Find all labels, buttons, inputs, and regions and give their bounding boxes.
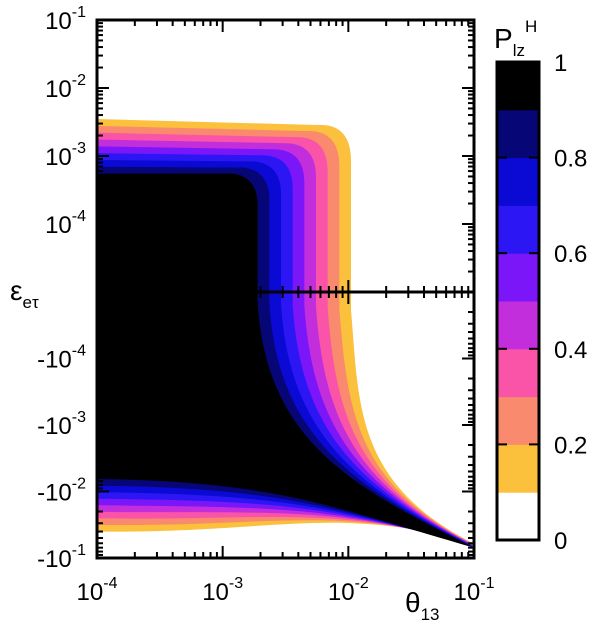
plot-area	[97, 119, 474, 548]
colorbar-segment	[497, 157, 539, 206]
axis-labels: εeτ θ13 PlzH	[10, 17, 537, 623]
colorbar-tick-label: 0	[554, 528, 567, 555]
x-tick-label: 10-1	[454, 575, 495, 606]
x-axis-label-sub: 13	[421, 605, 440, 623]
colorbar-title-sub: lz	[513, 41, 525, 60]
colorbar-segment	[497, 301, 539, 350]
colorbar-tick-label: 0.2	[554, 432, 587, 459]
colorbar-segment	[497, 348, 539, 398]
colorbar-title-sup: H	[525, 17, 537, 36]
colorbar-title: PlzH	[494, 17, 537, 60]
y-tick-label: -10-3	[37, 409, 86, 440]
colorbar-tick-label: 0.8	[554, 146, 587, 173]
y-tick-label: 10-2	[45, 72, 86, 103]
colorbar-tick-label: 1	[554, 50, 567, 77]
y-tick-label: -10-1	[37, 542, 86, 573]
colorbar-segment	[497, 109, 539, 159]
y-tick-label: -10-4	[37, 343, 86, 374]
colorbar-frame	[495, 60, 541, 542]
colorbar-tick-label: 0.4	[554, 337, 587, 364]
colorbar-title-base: P	[494, 23, 513, 54]
y-tick-label: 10-4	[45, 208, 86, 239]
axes: 10-4 10-3 10-2 10-1 10-1 10-2 10-3 10-4 -10-4 -10…	[37, 4, 494, 606]
y-axis-label: εeτ	[10, 275, 39, 312]
colorbar: 1 0.8 0.6 0.4 0.2 0	[495, 50, 587, 555]
colorbar-segment	[497, 396, 539, 445]
x-axis-label-base: θ	[405, 587, 421, 618]
y-tick-label: 10-1	[45, 4, 86, 35]
colorbar-segment	[497, 444, 539, 493]
colorbar-tick-label: 0.6	[554, 241, 587, 268]
colorbar-segment	[497, 492, 539, 541]
colorbar-segment	[497, 205, 539, 254]
y-axis-label-sub: eτ	[22, 293, 38, 312]
y-tick-label: 10-3	[45, 140, 86, 171]
y-tick-label: -10-2	[37, 476, 86, 507]
x-tick-label: 10-4	[77, 575, 118, 606]
x-tick-label: 10-3	[202, 575, 243, 606]
y-axis-label-base: ε	[10, 275, 22, 306]
x-axis-label: θ13	[405, 587, 440, 623]
colorbar-segment	[497, 62, 539, 111]
colorbar-segment	[497, 253, 539, 302]
x-tick-label: 10-2	[328, 575, 369, 606]
contour-band-0.9	[97, 173, 474, 548]
